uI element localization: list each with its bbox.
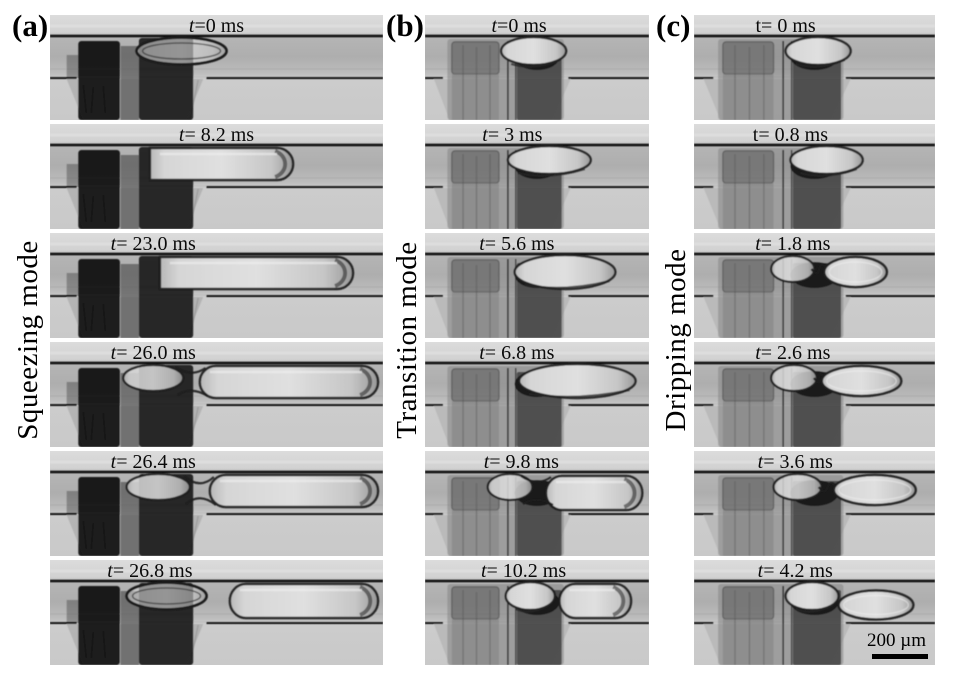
timestamp: t= 23.0 ms [111,233,196,255]
timestamp: t= 10.2 ms [481,560,566,582]
mode-label-a: Squeezing mode [12,240,44,440]
panel-tag-b: (b) [386,8,424,43]
timestamp-variable: t [480,560,487,582]
timestamp-variable: t [479,342,485,364]
timestamp: t= 26.0 ms [111,342,196,364]
timestamp-value: = 3 ms [487,124,543,146]
scale-bar-line [872,654,928,659]
timestamp-value: = 6.8 ms [484,342,555,364]
timestamp-value: = 0.8 ms [758,124,828,146]
micrograph-frame-a6: t= 26.8 ms [50,560,383,665]
micrograph-image [694,342,935,447]
micrograph-image [425,233,649,338]
timestamp-value: = 23.0 ms [116,233,196,255]
timestamp-variable: t [107,560,113,582]
timestamp-variable: t [757,560,764,582]
micrograph-image [50,342,383,447]
micrograph-image [425,560,649,665]
timestamp: t= 6.8 ms [479,342,554,364]
timestamp-value: = 26.8 ms [112,560,193,582]
micrograph-frame-b4: t= 6.8 ms [425,342,649,447]
timestamp-value: = 3.6 ms [763,451,833,473]
timestamp-value: = 9.8 ms [489,451,559,473]
micrograph-image [50,451,383,556]
timestamp-variable: t [483,451,490,473]
micrograph-frame-b6: t= 10.2 ms [425,560,649,665]
timestamp-variable: t [110,233,117,255]
micrograph-frame-c1: t= 0 ms [694,15,935,120]
timestamp-value: =0 ms [497,15,547,37]
timestamp: t= 9.8 ms [484,451,559,473]
timestamp: t= 5.6 ms [479,233,554,255]
timestamp-value: = 4.2 ms [763,560,833,582]
timestamp-value: =0 ms [194,15,245,37]
timestamp-variable: t [757,451,764,473]
timestamp-variable: t [188,15,195,37]
micrograph-image [694,124,935,229]
micrograph-frame-a2: t= 8.2 ms [50,124,383,229]
timestamp-variable: t [110,451,117,473]
scale-bar-label: 200 µm [867,630,926,651]
timestamp: t= 2.6 ms [755,342,830,364]
timestamp: t= 0.8 ms [753,124,828,146]
timestamp: t= 8.2 ms [179,124,254,146]
micrograph-frame-b3: t= 5.6 ms [425,233,649,338]
timestamp: t= 26.8 ms [107,560,192,582]
micrograph-image [425,342,649,447]
timestamp: t= 0 ms [755,15,815,37]
timestamp-value: = 26.4 ms [116,451,196,473]
timestamp-variable: t [755,342,761,364]
micrograph-image [425,15,649,120]
micrograph-frame-a1: t=0 ms [50,15,383,120]
micrograph-frame-c2: t= 0.8 ms [694,124,935,229]
timestamp-variable: t [178,124,185,146]
micrograph-image [425,124,649,229]
timestamp-value: = 8.2 ms [184,124,255,146]
timestamp: t=0 ms [491,15,546,37]
timestamp: t=0 ms [189,15,244,37]
timestamp: t= 3 ms [482,124,542,146]
timestamp-variable: t [110,342,117,364]
timestamp: t= 3.6 ms [758,451,833,473]
mode-label-b: Transition mode [391,241,423,439]
timestamp-value: = 2.6 ms [760,342,831,364]
micrograph-frame-b2: t= 3 ms [425,124,649,229]
micrograph-image [694,560,935,665]
micrograph-frame-a5: t= 26.4 ms [50,451,383,556]
micrograph-image [50,233,383,338]
timestamp-variable: t [755,15,762,37]
timestamp-variable: t [491,15,498,37]
micrograph-image [50,560,383,665]
timestamp: t= 26.4 ms [111,451,196,473]
micrograph-image [50,15,383,120]
timestamp-variable: t [752,124,759,146]
timestamp: t= 1.8 ms [755,233,830,255]
timestamp-value: = 0 ms [761,15,816,37]
micrograph-frame-a3: t= 23.0 ms [50,233,383,338]
micrograph-image [694,15,935,120]
micrograph-image [694,451,935,556]
micrograph-image [50,124,383,229]
timestamp-variable: t [755,233,761,255]
timestamp: t= 4.2 ms [758,560,833,582]
micrograph-image [694,233,935,338]
panel-tag-a: (a) [12,8,49,43]
micrograph-frame-c4: t= 2.6 ms [694,342,935,447]
micrograph-frame-c5: t= 3.6 ms [694,451,935,556]
micrograph-frame-a4: t= 26.0 ms [50,342,383,447]
panel-tag-c: (c) [656,8,691,43]
micrograph-frame-c6: t= 4.2 ms 200 µm [694,560,935,665]
micrograph-frame-c3: t= 1.8 ms [694,233,935,338]
timestamp-variable: t [482,124,488,146]
timestamp-value: = 1.8 ms [760,233,831,255]
timestamp-value: = 10.2 ms [486,560,567,582]
mode-label-c: Dripping mode [660,248,692,432]
micrograph-frame-b5: t= 9.8 ms [425,451,649,556]
timestamp-variable: t [479,233,485,255]
timestamp-value: = 26.0 ms [116,342,196,364]
micrograph-image [425,451,649,556]
micrograph-frame-b1: t=0 ms [425,15,649,120]
timestamp-value: = 5.6 ms [484,233,555,255]
